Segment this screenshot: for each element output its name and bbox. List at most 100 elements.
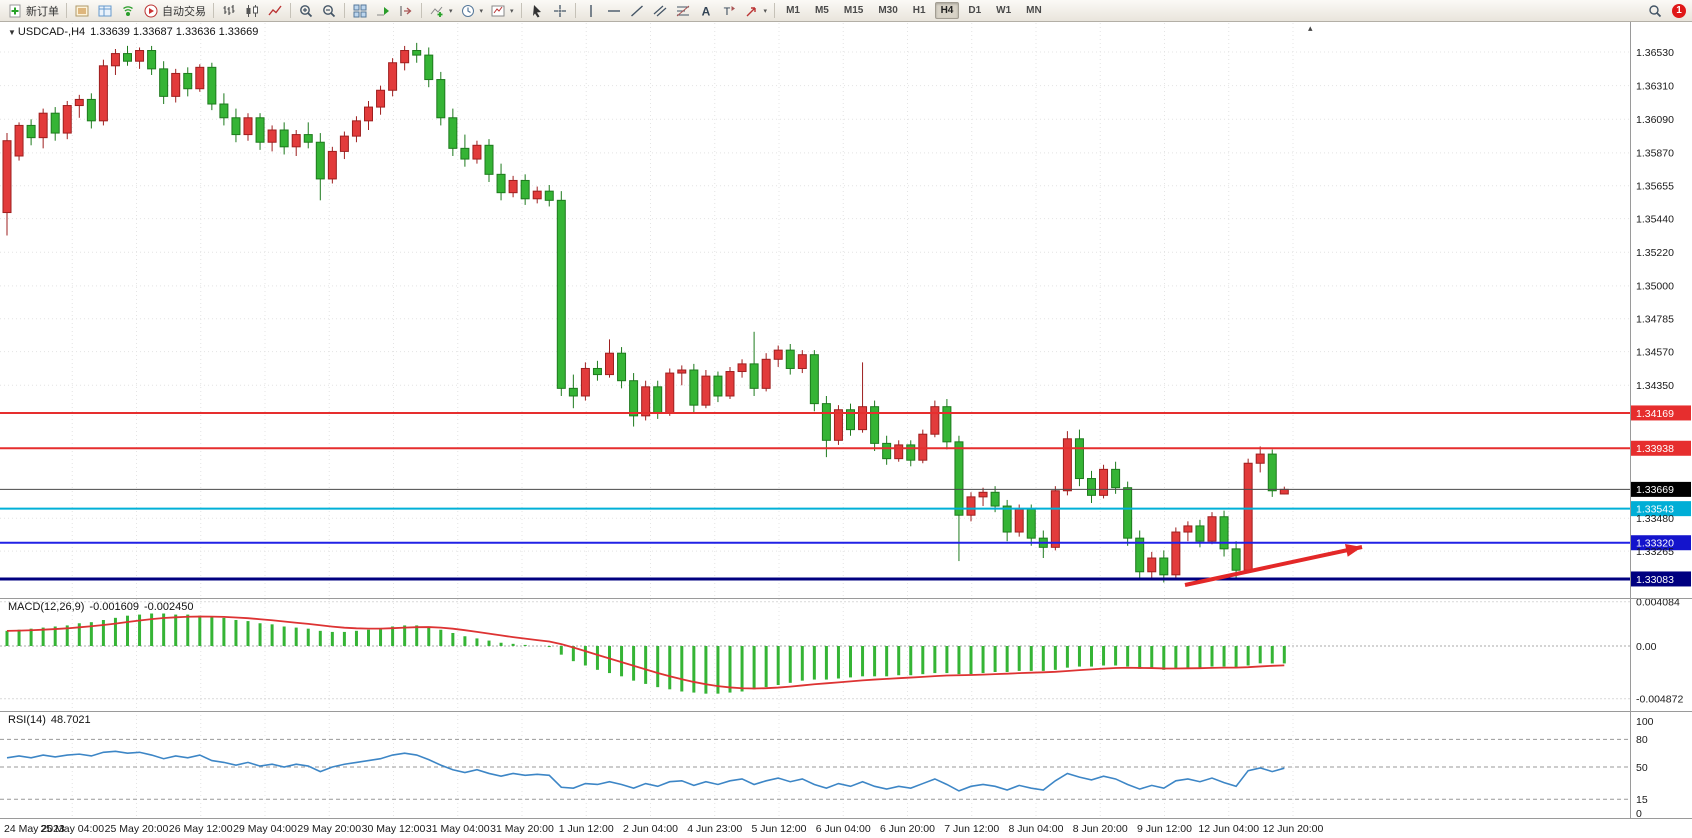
candle (918, 429, 928, 464)
templates-button[interactable]: ▾ (487, 1, 517, 20)
trend-arrow-line[interactable] (1184, 545, 1363, 587)
auto-scroll-button[interactable] (372, 1, 394, 20)
time-axis-label: 31 May 20:00 (490, 823, 554, 835)
market-depth-button[interactable] (71, 1, 93, 20)
timeframe-H1[interactable]: H1 (912, 5, 926, 16)
cursor-button[interactable] (526, 1, 548, 20)
auto-trading-button[interactable]: 自动交易 (140, 1, 209, 20)
price-axis: 1.36530 1.36310 1.36090 1.35870 1.35655 1.354… (1636, 47, 1674, 558)
rsi-name: RSI(14) (8, 714, 46, 726)
candle (833, 405, 843, 445)
candle (412, 42, 422, 63)
candle (388, 58, 398, 97)
panel-separators (0, 22, 1692, 819)
notification-badge[interactable]: 1 (1672, 3, 1686, 18)
rsi-line (6, 750, 1285, 792)
trendline-button[interactable] (626, 1, 648, 20)
toolbar-separator (290, 3, 291, 18)
timeframe-M5[interactable]: M5 (814, 5, 829, 16)
chevron-down-icon: ▾ (449, 7, 453, 15)
chart-shift-button[interactable] (395, 1, 417, 20)
candle (665, 368, 675, 416)
text-label-button[interactable]: T (718, 1, 740, 20)
candle (62, 100, 72, 140)
candle (26, 119, 36, 146)
indicators-button[interactable]: ▾ (426, 1, 456, 20)
candle (484, 139, 494, 182)
equidistant-channel-button[interactable] (649, 1, 671, 20)
periods-button[interactable]: ▾ (457, 1, 487, 20)
toolbar-separator (574, 3, 576, 18)
tile-windows-button[interactable] (349, 1, 371, 20)
text-button[interactable]: A (695, 1, 717, 20)
candle (315, 133, 325, 201)
signals-button[interactable] (117, 1, 139, 20)
candle (50, 107, 60, 141)
data-window-button[interactable] (94, 1, 116, 20)
candle (1026, 504, 1036, 546)
candle (86, 93, 96, 129)
candle (1219, 510, 1229, 557)
time-axis-label: 12 Jun 04:00 (1198, 823, 1259, 835)
candle (785, 344, 795, 375)
text-icon: A (701, 4, 710, 18)
bar-chart-button[interactable] (218, 1, 240, 20)
chart-scroll-marker-icon[interactable]: ▴ (1308, 23, 1313, 33)
candle (231, 108, 241, 143)
timeframe-H4[interactable]: H4 (934, 2, 960, 19)
price-axis-label: 1.35655 (1636, 181, 1674, 193)
time-axis-label: 9 Jun 12:00 (1137, 823, 1192, 835)
toolbar-separator (213, 3, 214, 18)
candle (400, 45, 410, 71)
chart-context-arrow-icon[interactable]: ▼ (8, 28, 16, 37)
horizontal-line-button[interactable] (603, 1, 625, 20)
zoom-out-button[interactable] (318, 1, 340, 20)
timeframe-M15[interactable]: M15 (843, 5, 864, 16)
search-button[interactable] (1644, 1, 1666, 20)
chart-shift-icon (400, 5, 412, 16)
zoom-in-button[interactable] (295, 1, 317, 20)
candle (797, 350, 807, 374)
trend-arrow[interactable] (1184, 544, 1363, 587)
candle-chart-button[interactable] (241, 1, 263, 20)
new-order-icon (9, 4, 21, 17)
price-axis-label: 1.34570 (1636, 346, 1674, 358)
candle (809, 350, 819, 412)
vertical-line-button[interactable] (580, 1, 602, 20)
candle (74, 94, 84, 118)
timeframe-M1[interactable]: M1 (786, 5, 800, 16)
macd-axis-label: -0.004872 (1636, 694, 1683, 706)
candle (1279, 486, 1289, 495)
price-badge (1631, 405, 1691, 421)
price-badge-label: 1.33083 (1636, 574, 1674, 586)
candle (544, 185, 554, 207)
timeframe-W1[interactable]: W1 (996, 5, 1012, 16)
price-badge-label: 1.33938 (1636, 443, 1674, 455)
time-axis-label: 31 May 04:00 (426, 823, 490, 835)
new-order-button[interactable]: 新订单 (4, 1, 62, 20)
timeframe-D1[interactable]: D1 (968, 5, 982, 16)
time-axis-label: 6 Jun 04:00 (816, 823, 871, 835)
candle (303, 122, 313, 149)
candle (532, 186, 542, 204)
channel-icon (653, 5, 666, 16)
candle (327, 146, 337, 184)
line-chart-button[interactable] (264, 1, 286, 20)
timeframe-M30[interactable]: M30 (878, 5, 898, 16)
fibonacci-button[interactable] (672, 1, 694, 20)
time-axis-label: 2 Jun 04:00 (623, 823, 678, 835)
price-axis-label: 1.35220 (1636, 247, 1674, 259)
candle (1062, 431, 1072, 496)
fibonacci-icon (676, 5, 689, 16)
template-icon (491, 5, 505, 16)
timeframe-MN[interactable]: MN (1026, 5, 1042, 16)
crosshair-button[interactable] (549, 1, 571, 20)
candle (556, 191, 566, 396)
candle (773, 345, 783, 367)
auto-trading-icon (144, 4, 158, 17)
toolbar-separator (520, 3, 522, 18)
arrows-button[interactable]: ▾ (741, 1, 771, 20)
